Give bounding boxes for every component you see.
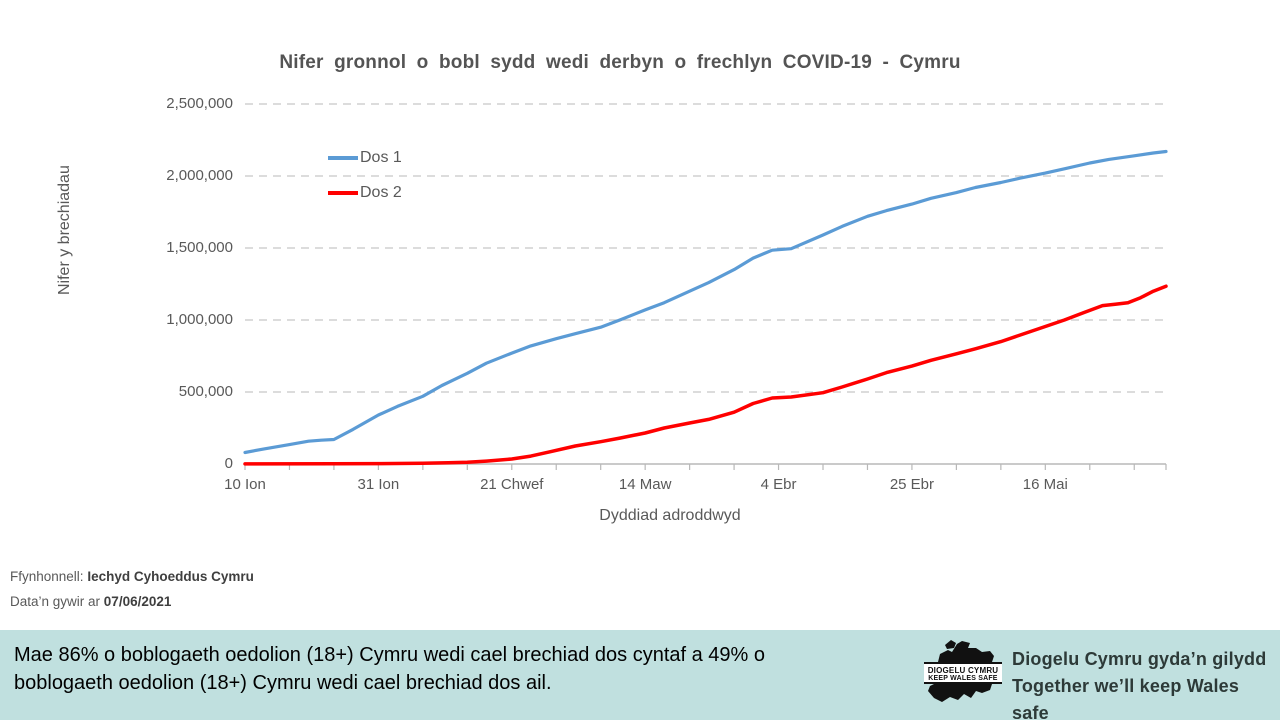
dos2-line-swatch (328, 191, 358, 195)
chart-title: Nifer gronnol o bobl sydd wedi derbyn o … (279, 52, 961, 73)
x-tick-label: 16 Mai (1022, 476, 1068, 493)
x-axis-title: Dyddiad adroddwyd (599, 507, 741, 524)
source-value: Iechyd Cyhoeddus Cymru (87, 569, 254, 584)
y-tick-label: 2,500,000 (166, 95, 233, 112)
banner-summary-line1: Mae 86% o boblogaeth oedolion (18+) Cymr… (14, 644, 766, 666)
updated-value: 07/06/2021 (103, 594, 172, 609)
legend-label-dos2: Dos 2 (360, 184, 402, 201)
y-tick-label: 1,000,000 (166, 311, 233, 328)
y-tick-label: 0 (224, 455, 233, 472)
banner-summary-text: Mae 86% o boblogaeth oedolion (18+) Cymr… (14, 641, 814, 697)
tagline-english: Together we’ll keep Wales safe (1012, 676, 1240, 720)
logo-text-band: DIOGELU CYMRU KEEP WALES SAFE (924, 662, 1002, 684)
x-tick-label: 14 Maw (618, 476, 672, 493)
y-tick-label: 2,000,000 (166, 167, 233, 184)
y-tick-label: 500,000 (178, 383, 233, 400)
series-line-dos-2 (243, 284, 1168, 466)
source-label: Ffynhonnell: (10, 569, 84, 584)
legend-item-dos1: Dos 1 (328, 146, 402, 170)
x-tick-label: 21 Chwef (480, 476, 544, 493)
dos1-line-swatch (328, 156, 358, 160)
legend-label-dos1: Dos 1 (360, 149, 402, 166)
banner-summary-line2: boblogaeth oedolion (18+) Cymru wedi cae… (14, 672, 552, 694)
line-chart-plot (243, 103, 1168, 470)
keep-wales-safe-banner: Mae 86% o boblogaeth oedolion (18+) Cymr… (0, 630, 1280, 720)
legend-item-dos2: Dos 2 (328, 181, 402, 205)
x-tick-label: 31 Ion (357, 476, 400, 493)
x-tick-label: 25 Ebr (889, 476, 935, 493)
wales-map-icon (928, 640, 994, 702)
source-note: Ffynhonnell: Iechyd Cyhoeddus Cymru (10, 569, 254, 584)
tagline-welsh: Diogelu Cymru gyda’n gilydd (1012, 649, 1267, 669)
chart-footnotes: Ffynhonnell: Iechyd Cyhoeddus Cymru Data… (10, 569, 254, 619)
y-tick-label: 1,500,000 (166, 239, 233, 256)
chart-legend: Dos 1 Dos 2 (328, 146, 402, 216)
x-tick-label: 10 Ion (224, 476, 266, 493)
logo-text-english: KEEP WALES SAFE (928, 675, 998, 682)
data-correct-note: Data’n gywir ar 07/06/2021 (10, 594, 254, 609)
series-line-dos-1 (243, 149, 1168, 455)
keep-wales-safe-logo: DIOGELU CYMRU KEEP WALES SAFE (924, 636, 1002, 712)
banner-tagline: Diogelu Cymru gyda’n gilydd Together we’… (1012, 646, 1280, 720)
logo-text-welsh: DIOGELU CYMRU (927, 666, 999, 675)
updated-label: Data’n gywir ar (10, 594, 101, 609)
x-tick-label: 4 Ebr (760, 476, 797, 493)
